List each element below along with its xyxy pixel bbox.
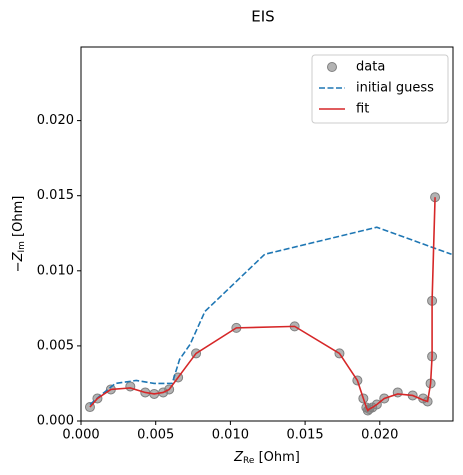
x-tick-label: 0.020 (361, 428, 398, 443)
y-label-unit: [Ohm] (11, 196, 26, 241)
y-tick-label: 0.020 (37, 113, 74, 128)
plot-area (84, 192, 452, 416)
legend-marker (327, 62, 337, 72)
x-tick-label: 0.000 (62, 428, 99, 443)
y-tick-label: 0.015 (37, 188, 74, 203)
series-line (89, 226, 452, 406)
x-axis-label: ZRe [Ohm] (233, 450, 300, 466)
legend-box (311, 54, 449, 124)
legend-label: data (356, 60, 385, 75)
x-label-unit: [Ohm] (254, 450, 299, 465)
y-tick-label: 0.010 (37, 263, 74, 278)
legend-label: fit (356, 102, 369, 117)
legend-label: initial guess (356, 81, 434, 96)
series-line (89, 197, 436, 412)
x-tick-label: 0.005 (137, 428, 174, 443)
y-axis-label: −ZIm [Ohm] (11, 196, 27, 273)
y-tick-label: 0.005 (37, 338, 74, 353)
chart-title: EIS (251, 8, 274, 26)
x-label-symbol: Z (233, 450, 244, 465)
y-label-sub: Im (17, 241, 27, 252)
x-label-sub: Re (243, 456, 255, 466)
y-label-symbol: −Z (11, 251, 26, 272)
x-tick-label: 0.010 (212, 428, 249, 443)
axes-frame (80, 46, 454, 422)
x-tick-label: 0.015 (286, 428, 323, 443)
y-tick-label: 0.000 (37, 414, 74, 429)
